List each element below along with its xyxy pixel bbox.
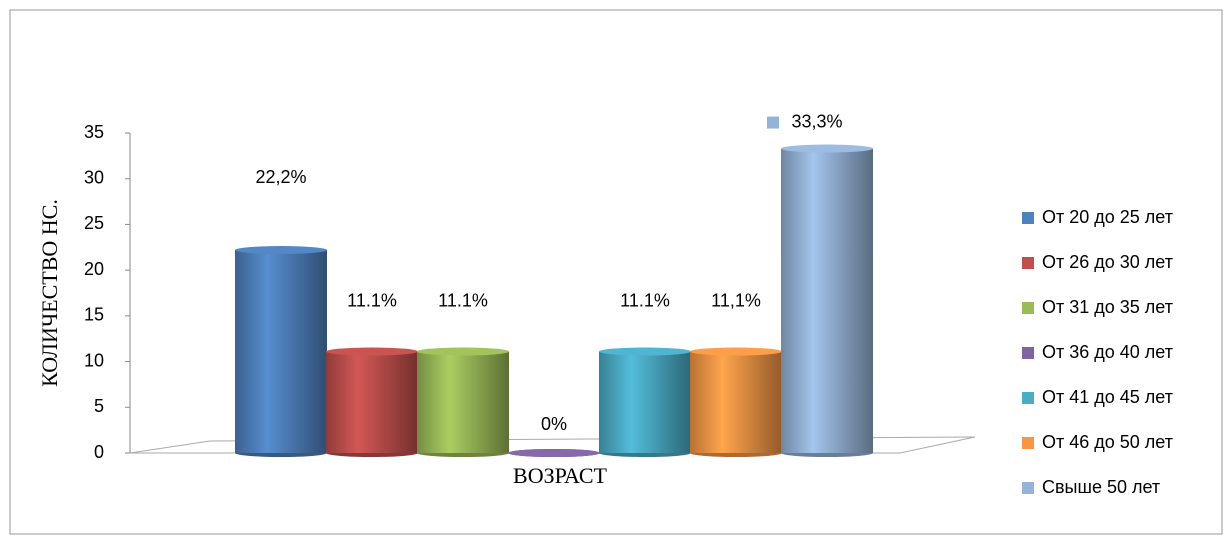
bar-top <box>417 347 509 356</box>
data-label: 22,2% <box>255 167 306 187</box>
y-tick-label: 25 <box>84 213 104 233</box>
legend-key <box>1022 437 1034 449</box>
x-tick-label: ВОЗРАСТ <box>513 463 607 488</box>
data-label: 11.1% <box>438 290 488 310</box>
y-tick-label: 5 <box>94 396 104 416</box>
bar <box>690 351 782 453</box>
label-key <box>767 116 779 129</box>
y-tick-label: 15 <box>84 305 104 325</box>
data-label: 33,3% <box>791 111 842 131</box>
data-label: 11.1% <box>620 290 670 310</box>
legend-label: От 31 до 35 лет <box>1042 297 1173 317</box>
data-label: 0% <box>541 414 567 434</box>
bar <box>417 351 509 453</box>
bar <box>235 250 327 453</box>
legend-label: От 26 до 30 лет <box>1042 252 1173 272</box>
y-tick-label: 10 <box>84 350 104 370</box>
y-tick-label: 30 <box>84 167 104 187</box>
bar <box>781 148 873 454</box>
legend-label: От 36 до 40 лет <box>1042 342 1173 362</box>
bar <box>326 351 418 453</box>
legend-key <box>1022 482 1034 494</box>
bar-top <box>326 347 418 356</box>
legend-key <box>1022 302 1034 314</box>
y-tick-label: 20 <box>84 259 104 279</box>
legend-key <box>1022 347 1034 359</box>
bar-top <box>599 347 691 356</box>
bar-top <box>781 144 873 153</box>
legend-key <box>1022 257 1034 269</box>
legend-label: От 20 до 25 лет <box>1042 207 1173 227</box>
legend-key <box>1022 212 1034 224</box>
bar-top <box>508 449 600 457</box>
legend-key <box>1022 392 1034 404</box>
legend-label: Свыше 50 лет <box>1042 477 1160 497</box>
data-label: 11.1% <box>347 290 397 310</box>
bar <box>599 351 691 453</box>
bar-top <box>690 347 782 356</box>
y-tick-label: 35 <box>84 122 104 142</box>
bar-top <box>235 246 327 255</box>
y-tick-label: 0 <box>94 442 104 462</box>
data-label: 11,1% <box>711 290 761 310</box>
legend-label: От 41 до 45 лет <box>1042 387 1173 407</box>
legend-label: От 46 до 50 лет <box>1042 432 1173 452</box>
y-axis-label: КОЛИЧЕСТВО НС. <box>37 199 62 387</box>
